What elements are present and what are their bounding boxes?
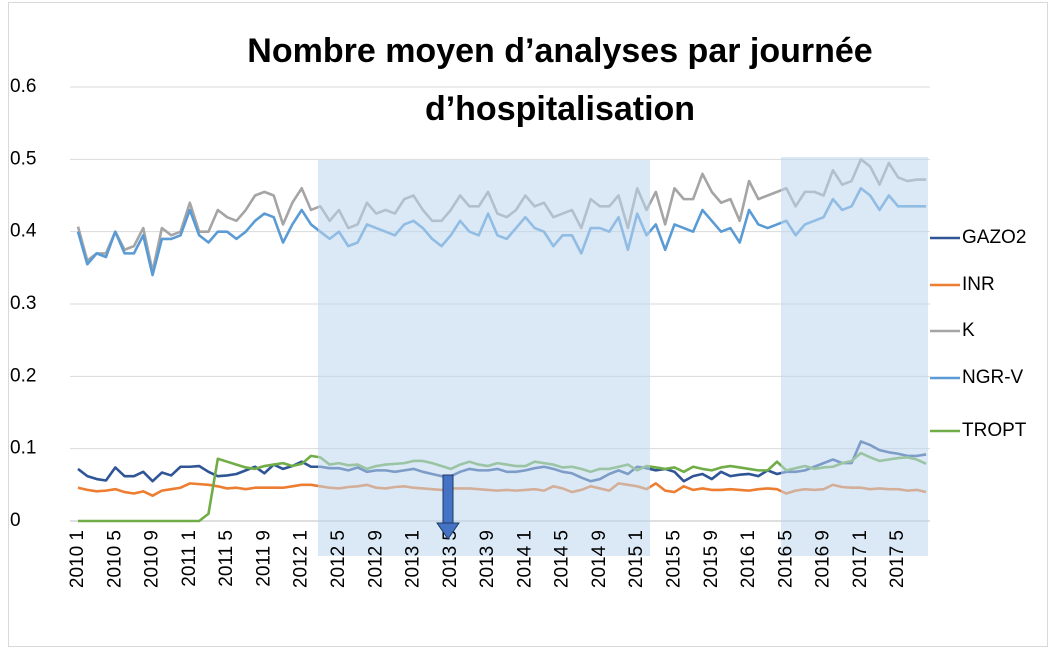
x-tick-label: 2012 1 [291,530,312,588]
y-tick-label: 0 [10,510,21,531]
labels: 0 0.1 0.2 0.3 0.4 0.5 0.6 2010 1 2010 5 2010 9 201… [10,76,908,588]
y-tick-label: 0.4 [10,221,37,242]
x-tick-label: 2012 9 [365,530,386,588]
y-tick-label: 0.1 [10,438,36,459]
legend-label: K [962,320,975,341]
x-tick-label: 2012 5 [328,530,349,588]
x-tick-label: 2016 9 [813,530,834,588]
chart-title: Nombre moyen d’analyses par journée d’ho… [247,32,873,128]
legend-label: TROPT [962,420,1027,441]
legend-label: GAZO2 [962,227,1026,248]
x-tick-label: 2011 1 [179,530,200,587]
x-tick-label: 2013 9 [477,530,498,588]
x-tick-label: 2015 5 [663,530,684,588]
x-tick-label: 2011 9 [253,530,274,587]
y-tick-label: 0.2 [10,365,36,386]
legend-label: INR [962,274,995,295]
x-tick-label: 2014 9 [589,530,610,588]
x-tick-label: 2010 9 [142,530,163,588]
x-tick-label: 2016 1 [738,530,759,588]
x-tick-label: 2016 5 [775,530,796,588]
shaded-period [318,160,650,556]
x-tick-label: 2015 9 [701,530,722,588]
x-tick-label: 2013 1 [403,530,424,588]
arrow [436,474,460,540]
x-tick-label: 2017 1 [850,530,871,588]
x-tick-label: 2013 5 [440,530,461,588]
x-tick-label: 2011 5 [216,530,237,587]
y-tick-label: 0.6 [10,76,36,97]
x-tick-label: 2010 1 [67,530,88,588]
shaded-period [781,157,928,556]
x-tick-label: 2014 5 [552,530,573,588]
x-tick-label: 2015 1 [626,530,647,588]
x-tick-label: 2014 1 [514,530,535,588]
legend-label: NGR-V [962,367,1024,388]
x-tick-label: 2017 5 [887,530,908,588]
y-tick-label: 0.5 [10,148,36,169]
y-tick-label: 0.3 [10,293,36,314]
x-tick-label: 2010 5 [104,530,125,588]
